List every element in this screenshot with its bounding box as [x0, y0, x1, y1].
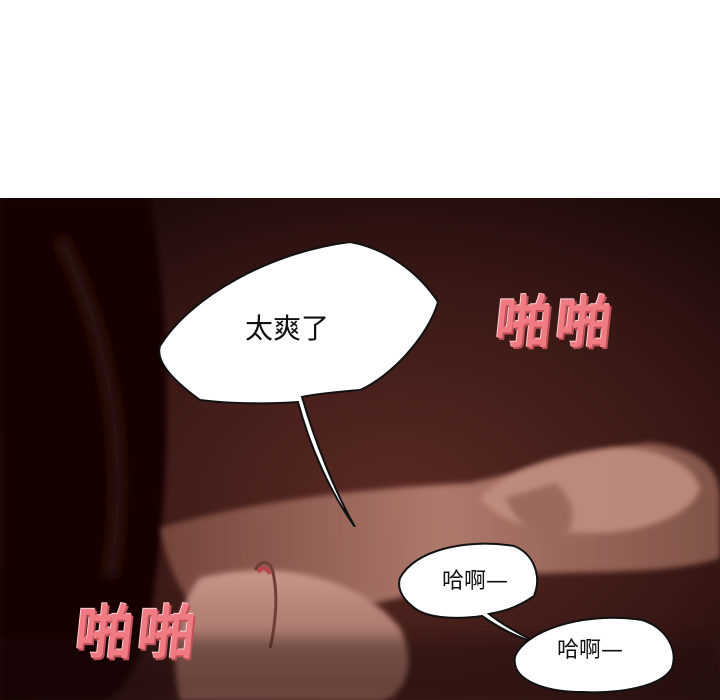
comic-panel: 太爽了 哈啊— 哈啊— 啪啪 啪啪	[0, 198, 720, 700]
speech-text-main: 太爽了	[245, 312, 330, 345]
speech-bubble-small-1	[398, 542, 540, 645]
sfx-bottom: 啪啪	[71, 599, 204, 667]
speech-text-small-2: 哈啊—	[557, 638, 624, 663]
speech-bubble-small-2	[513, 616, 675, 694]
speech-bubble-main	[158, 242, 440, 527]
panel-gutter	[0, 0, 720, 198]
sfx-top: 啪啪	[492, 291, 619, 356]
speech-text-small-1: 哈啊—	[442, 569, 509, 594]
